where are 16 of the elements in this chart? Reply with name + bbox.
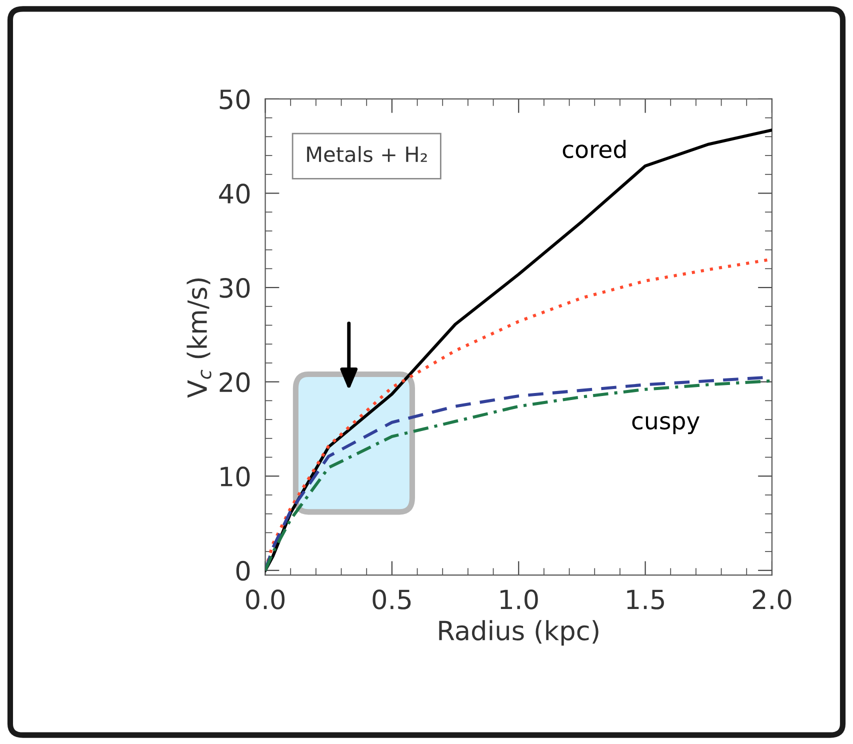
y-tick-label: 30 <box>220 278 250 298</box>
y-tick-label: 20 <box>220 372 250 392</box>
annotation: cored <box>562 140 626 158</box>
annotation: Metals + H₂ <box>307 146 427 162</box>
y-tick-label: 0 <box>236 560 250 581</box>
x-tick-label: 0.5 <box>372 589 411 610</box>
annotation: cuspy <box>632 416 700 434</box>
y-tick-label: 40 <box>219 184 250 204</box>
y-tick-label: 50 <box>220 89 250 110</box>
x-axis-title: Radius (kpc) <box>439 620 598 646</box>
x-tick-label: 2.0 <box>752 589 792 610</box>
y-tick-label: 10 <box>220 466 250 487</box>
y-axis-title: V$_{c}$ (km/s) <box>186 278 212 398</box>
x-tick-label: 1.5 <box>627 590 664 610</box>
x-tick-label: 1.0 <box>500 589 538 610</box>
x-tick-label: 0.0 <box>246 589 285 610</box>
